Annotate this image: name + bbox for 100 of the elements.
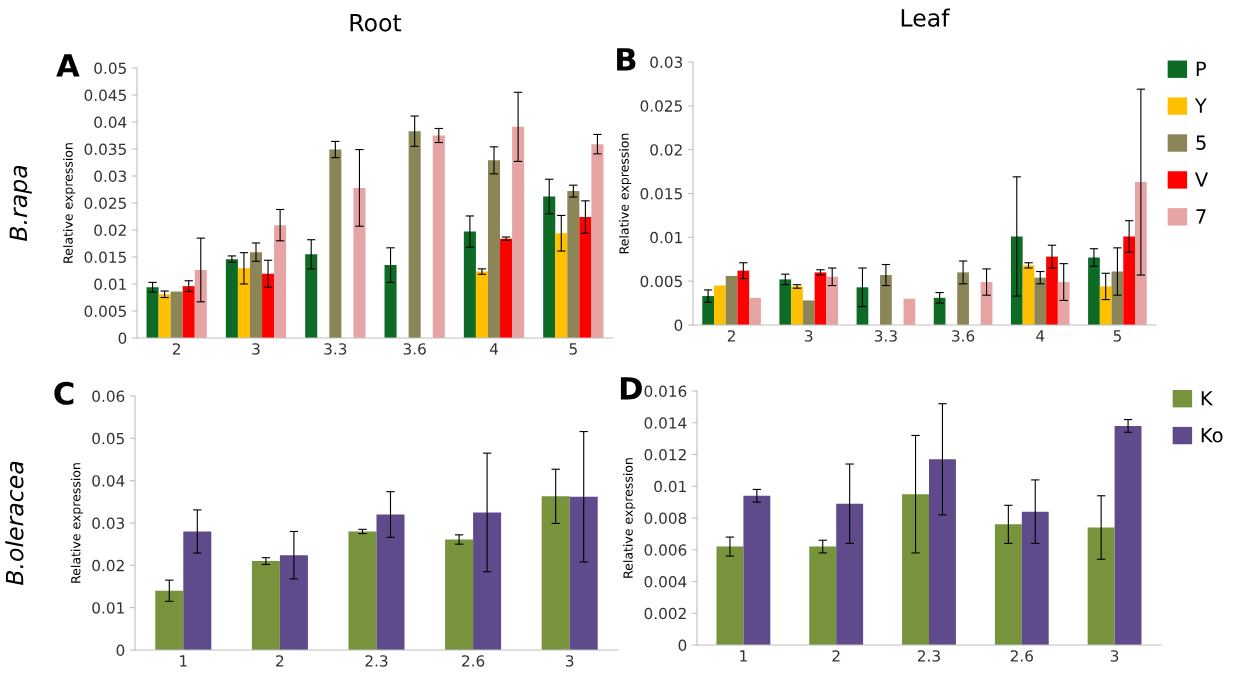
x-tick-label: 5	[569, 343, 577, 355]
bar	[929, 459, 956, 645]
bar	[262, 273, 275, 338]
y-tick-label: 0.006	[644, 544, 687, 556]
bar	[1021, 511, 1049, 645]
y-tick-label: 0.06	[92, 390, 125, 403]
legend-label: K	[1201, 391, 1214, 406]
bar	[408, 131, 421, 338]
y-tick-label: 0.025	[640, 100, 682, 112]
bar	[1010, 236, 1023, 325]
y-axis-title: Relative expression	[623, 458, 636, 578]
y-tick-label: 0.025	[84, 197, 126, 210]
bar	[1114, 425, 1142, 645]
x-tick-label: 3	[252, 343, 260, 355]
bar	[225, 259, 238, 338]
y-tick-label: 0.014	[644, 417, 687, 429]
y-tick-label: 0.01	[94, 278, 126, 291]
y-tick-label: 0.045	[84, 89, 126, 102]
bar	[445, 539, 474, 650]
bar	[591, 144, 604, 338]
y-tick-label: 0.002	[644, 607, 686, 620]
bar	[826, 276, 839, 325]
bar	[725, 275, 738, 325]
bar	[957, 272, 969, 325]
chart-title: A	[56, 54, 80, 77]
x-tick-label: 1	[740, 650, 747, 662]
bar	[463, 231, 476, 338]
chart-subtitle: Leaf	[901, 8, 950, 27]
bar	[567, 191, 580, 338]
y-tick-label: 0.02	[92, 559, 124, 572]
bar	[384, 265, 397, 338]
x-tick-label: 3.6	[403, 343, 426, 355]
bar	[170, 291, 183, 338]
bar	[348, 531, 377, 650]
bar	[802, 300, 815, 325]
y-tick-label: 0.008	[644, 512, 687, 525]
bar	[1111, 271, 1124, 325]
y-tick-label: 0.016	[644, 385, 687, 398]
chart-title: D	[620, 377, 642, 400]
bar	[749, 297, 761, 325]
y-axis-title: Relative expression	[70, 463, 83, 583]
bar	[432, 135, 445, 338]
x-tick-label: 3.3	[874, 330, 897, 342]
bar	[994, 524, 1022, 645]
x-tick-label: 1	[180, 655, 187, 667]
y-tick-label: 0.015	[640, 187, 682, 200]
x-tick-label: 3.3	[324, 343, 347, 355]
y-tick-label: 0.03	[94, 170, 127, 183]
y-tick-label: 0	[116, 644, 125, 657]
bar	[814, 272, 827, 325]
x-tick-label: 4	[489, 343, 498, 355]
bar	[475, 271, 488, 338]
bar	[1087, 527, 1115, 645]
y-tick-label: 0	[118, 332, 127, 345]
y-tick-label: 0.015	[84, 251, 126, 264]
y-axis-title: Relative expression	[63, 143, 76, 263]
bar	[713, 285, 726, 325]
x-tick-label: 4	[1036, 330, 1045, 342]
bar	[1057, 282, 1070, 325]
x-tick-label: 5	[1113, 330, 1121, 342]
bar	[512, 126, 525, 338]
legend-label: Ko	[1201, 428, 1223, 443]
bar	[158, 294, 171, 338]
y-tick-label: 0.01	[92, 602, 124, 614]
bar	[500, 238, 513, 338]
bar	[1034, 277, 1047, 325]
bar	[249, 252, 263, 338]
y-tick-label: 0.02	[650, 144, 682, 156]
y-tick-label: 0.05	[94, 62, 126, 75]
bar	[329, 149, 342, 338]
x-tick-label: 3	[805, 330, 813, 342]
bar	[1088, 257, 1100, 325]
bar	[579, 217, 592, 338]
x-tick-label: 3.6	[952, 330, 975, 342]
chart-title: B	[617, 48, 636, 71]
x-tick-label: 3	[1110, 650, 1119, 662]
bar	[902, 494, 929, 645]
x-tick-label: 2.6	[462, 655, 485, 667]
y-tick-label: 0.03	[650, 56, 683, 69]
x-tick-label: 2.6	[1010, 650, 1033, 662]
bar	[716, 546, 744, 645]
text: B.rapa	[9, 165, 32, 242]
bar	[702, 296, 714, 325]
bar	[1022, 265, 1035, 325]
y-axis-title: Relative expression	[619, 133, 632, 254]
bar	[274, 225, 287, 338]
x-tick-label: 2	[832, 650, 840, 662]
bar	[809, 546, 837, 645]
y-tick-label: 0.04	[92, 475, 125, 487]
y-tick-label: 0.02	[94, 224, 126, 237]
bar	[880, 275, 892, 325]
legend-label: 5	[1196, 135, 1206, 150]
legend-label: P	[1196, 61, 1206, 76]
y-tick-label: 0.004	[644, 575, 687, 588]
bar	[473, 512, 502, 650]
y-tick-label: 0.005	[84, 305, 126, 318]
bar	[737, 270, 750, 325]
bar	[155, 590, 184, 650]
bar	[569, 496, 598, 650]
bar	[779, 279, 792, 325]
